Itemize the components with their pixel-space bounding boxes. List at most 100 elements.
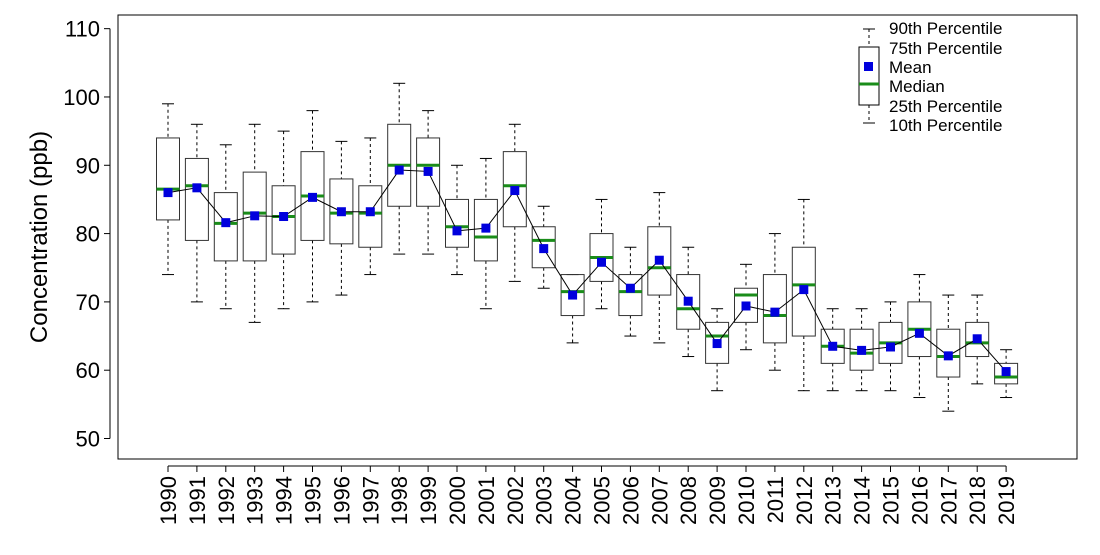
iqr-box [936,328,961,378]
y-tick-label: 110 [65,17,100,42]
y-tick-label: 80 [76,222,100,247]
iqr-box [734,287,758,323]
x-tick-label: 1993 [243,476,268,525]
x-tick-label: 2005 [590,476,615,525]
x-tick-label: 2003 [532,476,557,525]
x-axis: 1990 1991 1992 1993 1994 1995 1996 1997 1998 1999… [156,465,1019,525]
mean-marker [770,307,780,317]
iqr-box [762,274,787,344]
iqr-box [473,198,498,262]
x-tick-label: 2008 [676,476,701,525]
x-tick-label: 2004 [561,476,586,525]
y-axis: 50 60 70 80 90 100 110 [63,17,111,452]
box-1993 [242,123,267,323]
iqr-box [416,137,441,207]
plot-frame [117,14,1078,460]
x-tick-label: 1996 [329,476,354,525]
y-tick-label: 90 [76,153,100,178]
x-tick-label: 1999 [416,476,441,525]
x-tick-label: 1998 [387,476,412,525]
box-2009 [705,308,730,392]
x-tick-label: 1990 [156,476,181,525]
legend-p25-label: 25th Percentile [889,97,1002,116]
legend-median-label: Median [889,77,945,96]
mean-marker [163,188,173,198]
box-1997 [358,137,383,276]
mean-marker [741,301,751,311]
mean-marker [625,283,635,293]
iqr-box [156,137,180,221]
y-tick-label: 100 [63,85,100,110]
x-tick-label: 2007 [647,476,672,525]
box-1990 [156,103,180,276]
mean-marker [452,226,462,236]
mean-marker [221,218,231,228]
box-2001 [473,157,498,310]
x-tick-label: 1991 [185,476,210,525]
iqr-box [791,246,816,337]
iqr-box [849,328,874,371]
box-1999 [416,110,441,255]
legend-box [858,46,880,106]
y-tick-label: 50 [76,427,100,452]
mean-marker [972,334,982,344]
x-tick-label: 2012 [792,476,817,525]
iqr-box [560,274,585,317]
x-tick-label: 1997 [358,476,383,525]
mean-connecting-line [167,169,1007,372]
mean-markers [163,165,1011,377]
box-1995 [300,110,325,303]
mean-marker [365,207,375,217]
legend-mean-label: Mean [889,58,932,77]
y-tick-label: 60 [76,358,100,383]
mean-marker [481,223,491,233]
x-tick-label: 2015 [879,476,904,525]
mean-marker [192,183,202,193]
box-2008 [676,246,701,358]
x-tick-label: 2000 [445,476,470,525]
legend-p75-label: 75th Percentile [889,39,1002,58]
mean-marker [510,186,520,196]
box-2003 [531,205,556,289]
mean-marker [828,341,838,351]
box-2002 [502,123,527,282]
box-1996 [329,140,354,296]
x-tick-label: 2018 [965,476,990,525]
x-tick-label: 2011 [763,476,788,523]
y-axis-title: Concentration (ppb) [26,131,53,343]
iqr-box [358,185,383,248]
iqr-box [994,362,1019,385]
iqr-box [531,226,556,269]
iqr-box [965,321,990,358]
box-2010 [734,263,758,351]
mean-marker [279,212,289,222]
box-1998 [387,82,412,255]
mean-marker [654,255,664,265]
iqr-box [676,274,701,330]
x-tick-label: 2001 [474,476,499,525]
iqr-box [184,157,209,241]
mean-marker [1001,367,1011,377]
mean-marker [914,328,924,338]
mean-marker [799,285,809,295]
mean-marker [423,166,433,176]
x-tick-label: 2014 [850,476,875,525]
iqr-box [502,151,527,228]
legend-p10-label: 10th Percentile [889,116,1002,135]
x-tick-label: 2006 [618,476,643,525]
mean-marker [683,296,693,306]
box-2000 [445,164,469,276]
box-2011 [762,233,787,371]
mean-marker [250,211,260,221]
y-tick-label: 70 [76,290,100,315]
mean-marker [712,339,722,349]
box-2019 [994,349,1019,399]
box-2005 [589,198,614,310]
x-tick-label: 2017 [936,476,961,525]
mean-marker [857,345,867,355]
x-tick-label: 2010 [734,476,759,525]
x-tick-label: 2016 [907,476,932,525]
x-tick-label: 1995 [301,476,326,525]
mean-marker [597,257,606,267]
